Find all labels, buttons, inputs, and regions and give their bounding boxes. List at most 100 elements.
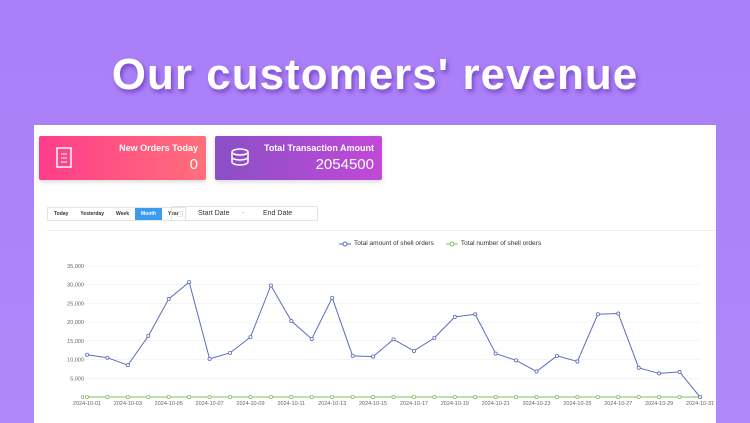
data-point [146, 394, 151, 399]
start-date-input[interactable]: Start Date [198, 210, 230, 217]
data-point [575, 359, 580, 364]
data-point [411, 394, 416, 399]
legend-item[interactable]: Total number of shell orders [445, 240, 542, 247]
data-point [473, 312, 478, 317]
data-point [228, 394, 233, 399]
data-point [207, 356, 212, 361]
data-point [289, 319, 294, 324]
data-point [187, 394, 192, 399]
data-point [514, 358, 519, 363]
x-tick-label: 2024-10-29 [645, 401, 673, 407]
data-point [616, 394, 621, 399]
headline: Our customers' revenue [111, 50, 639, 99]
y-tick-label: 35,000 [67, 264, 84, 270]
legend-label: Total amount of shell orders [354, 240, 434, 247]
data-point [534, 369, 539, 374]
x-tick-label: 2024-10-23 [522, 401, 550, 407]
range-year-button[interactable]: Year [167, 211, 179, 217]
data-point [493, 394, 498, 399]
end-date-input[interactable]: End Date [263, 210, 293, 217]
data-point [514, 394, 519, 399]
data-point [411, 348, 416, 353]
stat-value: 0 [189, 156, 198, 173]
coins-icon [231, 148, 249, 166]
data-point [657, 394, 662, 399]
range-selector: Today Yesterday Week Month Year [47, 207, 186, 221]
x-tick-label: 2024-10-01 [73, 401, 101, 407]
data-point [228, 350, 233, 355]
data-point [371, 354, 376, 359]
x-tick-label: 2024-10-07 [196, 401, 224, 407]
data-point [554, 353, 559, 358]
x-tick-label: 2024-10-11 [277, 401, 305, 407]
range-month-button[interactable]: Month [134, 208, 162, 220]
data-point [452, 314, 457, 319]
y-tick-label: 0 [81, 395, 84, 401]
y-tick-label: 30,000 [67, 283, 84, 289]
total-transaction-card: Total Transaction Amount 2054500 [215, 136, 382, 180]
x-tick-label: 2024-10-21 [482, 401, 510, 407]
data-point [636, 394, 641, 399]
chart-legend: Total amount of shell orders Total numbe… [339, 240, 541, 247]
data-point [330, 295, 335, 300]
range-yesterday-button[interactable]: Yesterday [80, 211, 104, 217]
data-point [125, 363, 130, 368]
legend-item[interactable]: Total amount of shell orders [339, 240, 434, 247]
data-point [330, 394, 335, 399]
data-point [146, 333, 151, 338]
x-tick-label: 2024-10-15 [359, 401, 387, 407]
range-week-button[interactable]: Week [116, 211, 129, 217]
date-range-picker[interactable]: ▢ Start Date - End Date [171, 206, 318, 221]
y-tick-label: 10,000 [67, 358, 84, 364]
data-point [166, 296, 171, 301]
x-tick-label: 2024-10-19 [441, 401, 469, 407]
data-point [350, 394, 355, 399]
data-point [698, 394, 703, 399]
x-tick-label: 2024-10-03 [114, 401, 142, 407]
data-point [268, 283, 273, 288]
stat-label: New Orders Today [119, 143, 198, 153]
legend-label: Total number of shell orders [460, 240, 542, 247]
document-icon [56, 147, 72, 168]
data-point [85, 394, 90, 399]
dashboard-panel: New Orders Today 0 Total Transaction Amo… [34, 125, 716, 423]
data-point [371, 394, 376, 399]
data-point [677, 394, 682, 399]
x-tick-label: 2024-10-05 [155, 401, 183, 407]
data-point [452, 394, 457, 399]
data-point [575, 394, 580, 399]
data-point [493, 351, 498, 356]
data-point [125, 394, 130, 399]
data-point [268, 394, 273, 399]
data-point [636, 365, 641, 370]
data-point [105, 355, 110, 360]
x-tick-label: 2024-10-09 [236, 401, 264, 407]
data-point [595, 312, 600, 317]
data-point [534, 394, 539, 399]
data-point [248, 394, 253, 399]
data-point [207, 394, 212, 399]
divider [47, 230, 716, 231]
new-orders-card: New Orders Today 0 [39, 136, 206, 180]
data-point [248, 335, 253, 340]
data-point [473, 394, 478, 399]
data-point [166, 394, 171, 399]
data-point [657, 371, 662, 376]
y-tick-label: 20,000 [67, 320, 84, 326]
date-separator: - [242, 210, 245, 217]
range-today-button[interactable]: Today [54, 211, 69, 217]
x-tick-label: 2024-10-17 [400, 401, 428, 407]
data-point [391, 394, 396, 399]
data-point [391, 337, 396, 342]
data-point [309, 394, 314, 399]
data-point [309, 336, 314, 341]
data-point [350, 353, 355, 358]
data-point [677, 369, 682, 374]
x-tick-label: 2024-10-27 [604, 401, 632, 407]
x-tick-label: 2024-10-31 [686, 401, 714, 407]
stat-label: Total Transaction Amount [263, 143, 374, 153]
x-tick-label: 2024-10-13 [318, 401, 346, 407]
y-tick-label: 5,000 [70, 376, 84, 382]
data-point [105, 394, 110, 399]
